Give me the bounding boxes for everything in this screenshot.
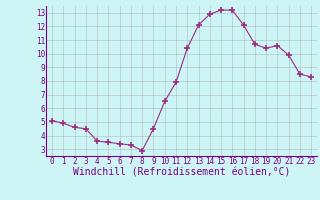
X-axis label: Windchill (Refroidissement éolien,°C): Windchill (Refroidissement éolien,°C): [73, 168, 290, 178]
